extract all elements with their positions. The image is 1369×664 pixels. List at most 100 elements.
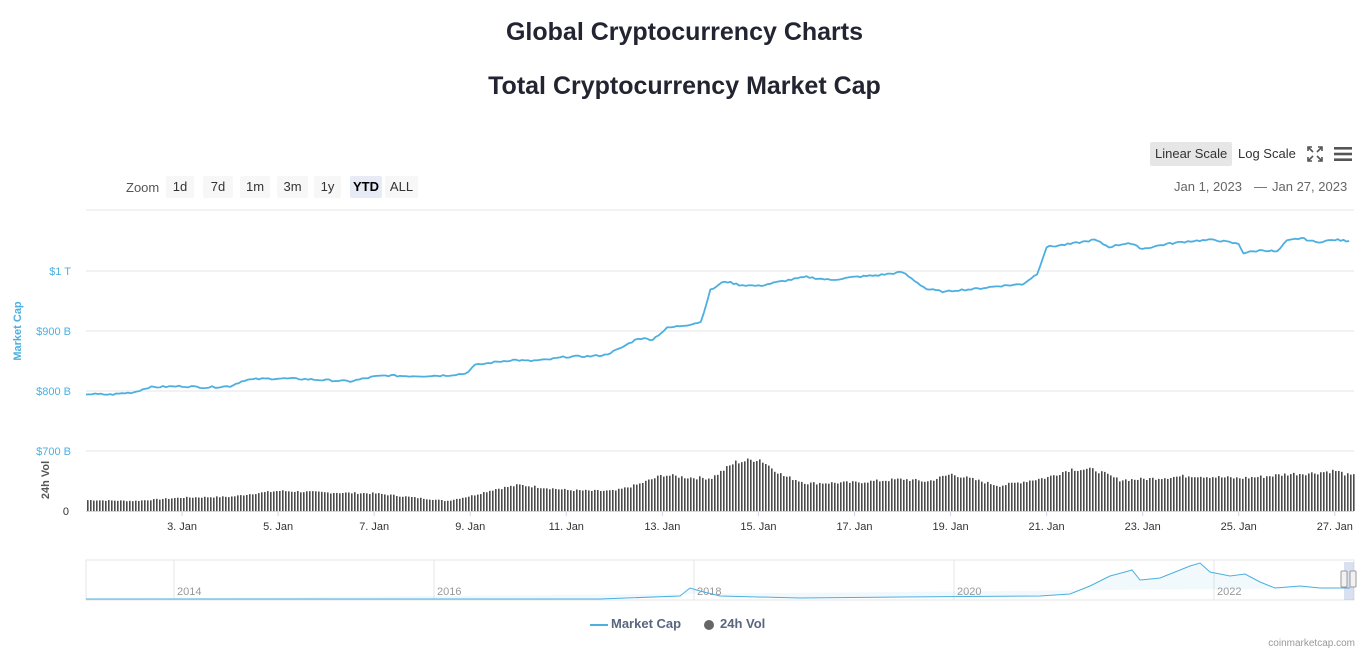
volume-bar xyxy=(687,478,689,511)
volume-bar xyxy=(396,496,398,511)
volume-bar xyxy=(612,489,614,511)
volume-bar xyxy=(867,482,869,511)
legend-item-volume[interactable]: 24h Vol xyxy=(703,616,765,631)
volume-bar xyxy=(360,493,362,511)
zoom-button-1m[interactable]: 1m xyxy=(240,176,270,198)
volume-bar xyxy=(1332,469,1334,511)
volume-bar xyxy=(645,480,647,511)
volume-bar xyxy=(951,473,953,511)
volume-bar xyxy=(1185,477,1187,511)
volume-bar xyxy=(408,496,410,511)
volume-bar xyxy=(285,491,287,511)
zoom-button-7d[interactable]: 7d xyxy=(203,176,233,198)
volume-bar xyxy=(1305,475,1307,511)
volume-bar xyxy=(222,496,224,511)
volume-bar xyxy=(1140,477,1142,511)
volume-bar xyxy=(1275,474,1277,511)
zoom-button-1d[interactable]: 1d xyxy=(166,176,194,198)
volume-bar xyxy=(552,488,554,511)
volume-bar xyxy=(168,498,170,511)
range-to-date[interactable]: Jan 27, 2023 xyxy=(1272,179,1348,194)
zoom-button-all[interactable]: ALL xyxy=(385,176,418,198)
legend-item-market-cap[interactable]: Market Cap xyxy=(590,616,681,631)
volume-bar xyxy=(462,497,464,511)
zoom-button-3m[interactable]: 3m xyxy=(277,176,308,198)
volume-bar xyxy=(1338,471,1340,511)
volume-bar xyxy=(813,482,815,511)
volume-bar xyxy=(696,479,698,511)
volume-bar xyxy=(594,489,596,511)
range-separator: — xyxy=(1254,179,1267,194)
volume-bar xyxy=(1269,476,1271,511)
volume-bar xyxy=(1206,477,1208,511)
volume-bar xyxy=(486,492,488,511)
volume-bar xyxy=(1116,477,1118,511)
volume-bar xyxy=(345,492,347,511)
volume-bar xyxy=(1137,479,1139,511)
volume-bar xyxy=(174,498,176,511)
volume-bar xyxy=(507,487,509,511)
x-tick-label: 25. Jan xyxy=(1221,521,1257,533)
zoom-button-ytd[interactable]: YTD xyxy=(350,176,382,198)
fullscreen-icon[interactable] xyxy=(1304,143,1326,165)
volume-bar xyxy=(1182,474,1184,511)
volume-bar xyxy=(1014,482,1016,511)
volume-bar xyxy=(1272,476,1274,511)
zoom-button-1y[interactable]: 1y xyxy=(314,176,341,198)
volume-bar xyxy=(264,492,266,511)
volume-bar xyxy=(753,461,755,511)
volume-bar xyxy=(750,459,752,511)
volume-bar xyxy=(1071,468,1073,511)
volume-bar xyxy=(1104,471,1106,511)
volume-bar xyxy=(582,490,584,511)
x-tick-label: 5. Jan xyxy=(263,521,293,533)
linear-scale-button[interactable]: Linear Scale xyxy=(1150,142,1233,166)
volume-bar xyxy=(240,495,242,511)
hamburger-menu-icon[interactable] xyxy=(1332,143,1354,165)
volume-bar xyxy=(852,481,854,511)
volume-bar xyxy=(834,482,836,511)
market-cap-series-line xyxy=(85,237,1350,396)
volume-bar xyxy=(252,494,254,511)
credits-link[interactable]: coinmarketcap.com xyxy=(1268,638,1355,649)
volume-bar xyxy=(807,484,809,511)
volume-bar xyxy=(597,490,599,511)
volume-bar xyxy=(384,494,386,511)
volume-bar xyxy=(630,487,632,511)
volume-bar xyxy=(321,491,323,511)
x-tick-label: 7. Jan xyxy=(359,521,389,533)
volume-bar xyxy=(132,501,134,511)
volume-bar xyxy=(966,476,968,511)
volume-bar xyxy=(978,479,980,511)
x-tick-label: 21. Jan xyxy=(1029,521,1065,533)
volume-bar xyxy=(990,484,992,511)
volume-bar xyxy=(336,492,338,511)
volume-bar xyxy=(1197,477,1199,511)
volume-bar xyxy=(1131,479,1133,511)
volume-bar xyxy=(1353,474,1355,511)
volume-bar xyxy=(1059,474,1061,511)
volume-bar xyxy=(918,480,920,511)
log-scale-button[interactable]: Log Scale xyxy=(1238,146,1296,161)
volume-bar xyxy=(288,491,290,511)
range-from-date[interactable]: Jan 1, 2023 xyxy=(1174,179,1242,194)
volume-bar xyxy=(414,497,416,511)
volume-bar xyxy=(117,500,119,511)
volume-bar xyxy=(1029,480,1031,511)
volume-bar xyxy=(234,496,236,511)
volume-bar xyxy=(1095,471,1097,511)
volume-bar xyxy=(531,487,533,511)
volume-bar xyxy=(714,475,716,511)
line-legend-icon xyxy=(590,623,608,626)
volume-bar xyxy=(204,496,206,511)
volume-bar xyxy=(837,483,839,511)
volume-bar xyxy=(792,480,794,511)
volume-bar xyxy=(1233,478,1235,511)
volume-bar xyxy=(780,473,782,511)
volume-bar xyxy=(1299,474,1301,511)
volume-bar xyxy=(417,498,419,511)
volume-bar xyxy=(1146,480,1148,511)
volume-bar xyxy=(933,480,935,511)
volume-bar xyxy=(1056,475,1058,511)
